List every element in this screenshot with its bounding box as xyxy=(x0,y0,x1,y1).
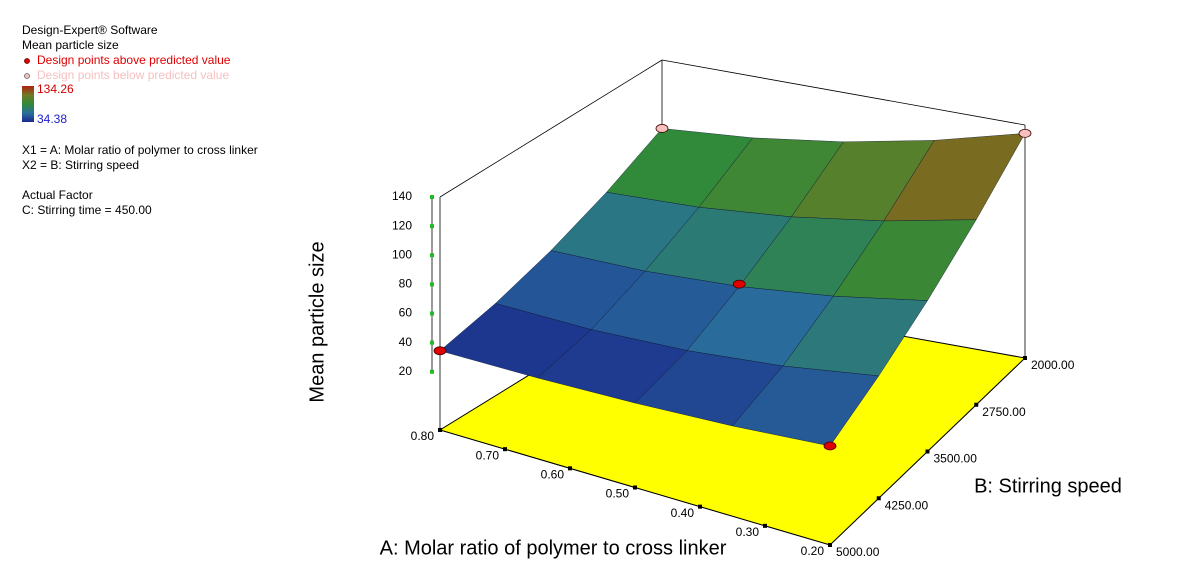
y-tick xyxy=(925,449,930,454)
legend-below-marker xyxy=(24,73,30,79)
legend-below: Design points below predicted value xyxy=(37,68,229,82)
legend-response: Mean particle size xyxy=(22,38,119,52)
design-point xyxy=(732,279,746,289)
surface-cell xyxy=(732,365,880,447)
z-tick-label: 80 xyxy=(399,277,413,291)
z-tick-label: 40 xyxy=(399,335,413,349)
x-tick xyxy=(503,447,507,452)
design-point xyxy=(655,124,669,133)
z-tick xyxy=(430,224,434,229)
box-edge xyxy=(661,59,1026,126)
colorbar-max: 134.26 xyxy=(37,82,74,96)
z-tick xyxy=(430,253,434,258)
x-tick xyxy=(633,485,637,490)
colorbar xyxy=(22,86,34,122)
x-tick-label: 0.40 xyxy=(671,506,695,520)
colorbar-min: 34.38 xyxy=(37,112,67,126)
z-tick-label: 100 xyxy=(392,247,412,261)
z-tick-label: 20 xyxy=(399,364,413,378)
legend-above-marker xyxy=(24,58,30,64)
y-tick xyxy=(1023,356,1027,360)
x-tick-label: 0.60 xyxy=(541,468,565,482)
y-tick-label: 3500.00 xyxy=(934,452,978,466)
x-tick-label: 0.70 xyxy=(476,448,500,462)
z-axis-label: Mean particle size xyxy=(306,241,328,402)
y-tick-label: 2750.00 xyxy=(982,405,1026,419)
z-tick xyxy=(430,311,434,316)
x-axis-label: A: Molar ratio of polymer to cross linke… xyxy=(380,537,727,559)
z-tick-label: 120 xyxy=(392,218,412,232)
legend-above: Design points above predicted value xyxy=(37,53,231,67)
x-tick-label: 0.20 xyxy=(801,544,825,558)
z-tick xyxy=(430,195,434,199)
x-tick-label: 0.30 xyxy=(736,525,760,539)
x-tick xyxy=(763,523,767,528)
y-tick xyxy=(828,543,832,547)
x-tick xyxy=(568,466,572,471)
z-tick-label: 140 xyxy=(392,189,412,203)
legend-actual-factor: Actual Factor xyxy=(22,188,93,202)
z-tick xyxy=(430,340,434,345)
y-tick xyxy=(876,496,881,501)
z-tick xyxy=(430,369,434,374)
x-tick xyxy=(438,428,442,432)
legend-x2: X2 = B: Stirring speed xyxy=(22,158,139,172)
y-tick-label: 4250.00 xyxy=(885,498,929,512)
x-tick-label: 0.80 xyxy=(411,429,435,443)
y-axis-label: B: Stirring speed xyxy=(974,475,1122,497)
box-edge xyxy=(439,59,663,198)
legend: Design-Expert® Software Mean particle si… xyxy=(22,23,258,217)
legend-factor-c: C: Stirring time = 450.00 xyxy=(22,203,152,217)
z-tick-label: 60 xyxy=(399,306,413,320)
x-tick-label: 0.50 xyxy=(606,487,630,501)
design-point xyxy=(1018,128,1032,138)
design-point xyxy=(823,441,837,451)
y-tick-label: 5000.00 xyxy=(836,545,880,559)
legend-software: Design-Expert® Software xyxy=(22,23,158,37)
z-tick xyxy=(430,282,434,287)
y-tick xyxy=(974,402,979,407)
y-tick-label: 2000.00 xyxy=(1031,358,1075,372)
design-point xyxy=(433,346,447,356)
x-tick xyxy=(698,504,702,509)
legend-x1: X1 = A: Molar ratio of polymer to cross … xyxy=(22,143,258,157)
